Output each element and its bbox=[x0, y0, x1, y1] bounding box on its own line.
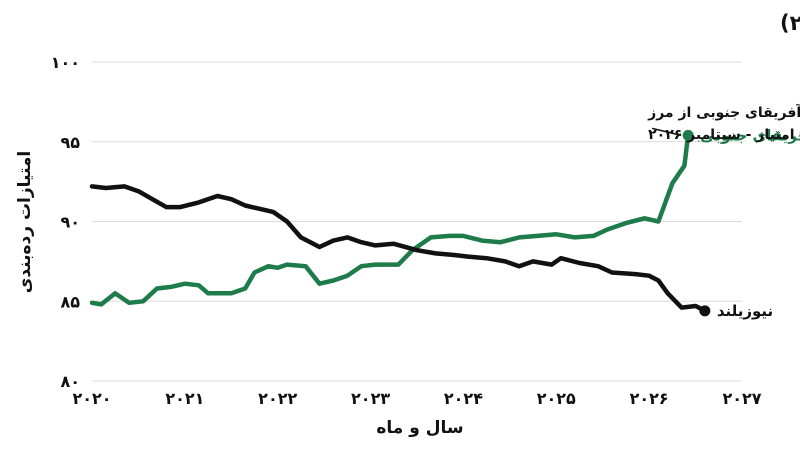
series-end-label: نیوزیلند bbox=[717, 302, 773, 320]
series-line bbox=[89, 133, 691, 307]
annotation-text: ۹۵ امتیاز - سپتامبر ۲۰۲۶ bbox=[648, 127, 800, 143]
y-tick-label: ۱۰۰ bbox=[51, 53, 80, 72]
x-tick-label: ۲۰۲۶ bbox=[630, 389, 669, 408]
series-end-point bbox=[682, 129, 694, 141]
annotation-connector bbox=[651, 127, 682, 137]
y-tick-labels: ۸۰ ۸۵ ۹۰ ۹۵ ۱۰۰ bbox=[51, 53, 81, 391]
annotation: عبور تاریخی آفریقای جنوبی از مرز ۹۵ امتیا… bbox=[647, 103, 800, 143]
chart-title: رده‌بندی جهانی راگبی: امتیازات در طول زم… bbox=[780, 10, 800, 35]
x-tick-label: ۲۰۲۰ bbox=[72, 389, 111, 408]
x-tick-label: ۲۰۲۲ bbox=[258, 389, 297, 408]
x-tick-labels: ۲۰۲۰ ۲۰۲۱ ۲۰۲۲ ۲۰۲۳ ۲۰۲۴ ۲۰۲۵ ۲۰۲۶ ۲۰۲۷ bbox=[72, 389, 761, 408]
x-tick-label: ۲۰۲۷ bbox=[722, 389, 761, 408]
series-lines: آفریقای جنوبی نیوزیلند bbox=[89, 126, 800, 320]
series-end-label: آفریقای جنوبی bbox=[700, 126, 800, 144]
x-tick-label: ۲۰۲۱ bbox=[165, 389, 204, 408]
x-tick-label: ۲۰۲۴ bbox=[444, 389, 483, 408]
series-line bbox=[89, 184, 708, 314]
x-tick-label: ۲۰۲۳ bbox=[351, 389, 390, 408]
x-tick-label: ۲۰۲۵ bbox=[537, 389, 576, 408]
grid-lines bbox=[92, 61, 742, 382]
y-axis-label: امتیازات رده‌بندی bbox=[15, 151, 35, 294]
y-tick-label: ۹۰ bbox=[60, 213, 80, 232]
y-tick-label: ۹۵ bbox=[60, 133, 80, 152]
y-tick-label: ۸۰ bbox=[60, 372, 80, 391]
series-end-point bbox=[699, 305, 711, 317]
annotation-text: عبور تاریخی آفریقای جنوبی از مرز bbox=[647, 103, 800, 121]
y-tick-label: ۸۵ bbox=[60, 292, 80, 311]
x-axis-label: سال و ماه bbox=[376, 418, 463, 438]
